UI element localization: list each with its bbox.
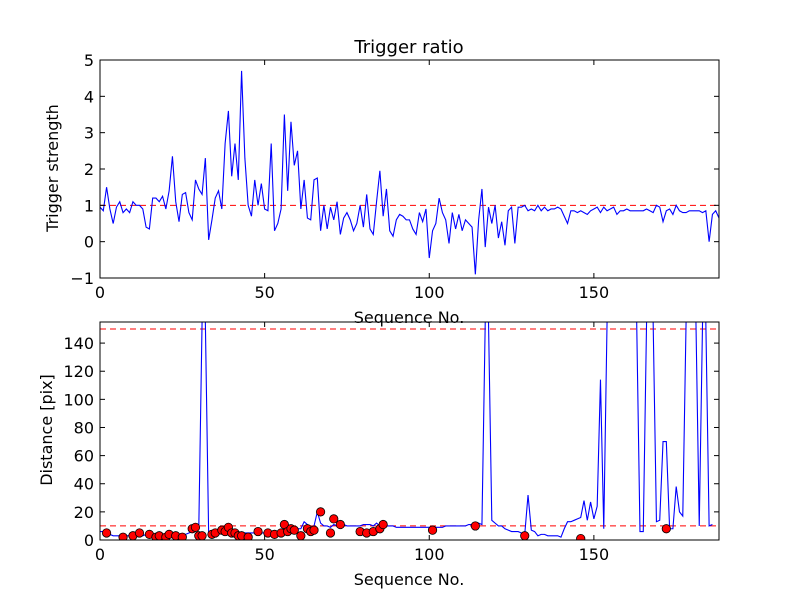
top-ytick-label: 4	[84, 87, 94, 106]
top-xtick-label: 50	[254, 283, 274, 302]
top-chart-title: Trigger ratio	[353, 37, 463, 58]
top-chart-xlabel: Sequence No.	[354, 308, 465, 327]
top-xtick-label: 100	[414, 283, 445, 302]
top-ytick-label: −1	[70, 269, 94, 288]
bottom-marker-40	[335, 519, 345, 530]
top-xtick-label: 150	[579, 283, 610, 302]
bottom-chart-ylabel: Distance [pix]	[37, 374, 56, 486]
bottom-xtick-label: 100	[414, 545, 445, 564]
bottom-ytick-label: 0	[84, 531, 94, 550]
bottom-marker-49	[576, 533, 586, 540]
top-ytick-label: 1	[84, 196, 94, 215]
bottom-marker-33	[296, 531, 306, 540]
top-ytick-label: 2	[84, 160, 94, 179]
bottom-ytick-label: 40	[74, 475, 94, 494]
top-chart-frame	[99, 59, 720, 279]
bottom-xtick-label: 50	[254, 545, 274, 564]
bottom-ytick-label: 20	[74, 503, 94, 522]
bottom-chart-frame	[99, 321, 720, 541]
bottom-marker-12	[190, 522, 201, 532]
top-ytick-label: 0	[84, 233, 94, 252]
bottom-marker-10	[177, 532, 187, 540]
bottom-marker-3	[134, 528, 145, 538]
top-ytick-label: 5	[84, 51, 94, 70]
bottom-marker-47	[470, 521, 480, 531]
bottom-ytick-label: 60	[74, 447, 94, 466]
bottom-marker-1	[118, 532, 128, 540]
bottom-marker-50	[661, 524, 671, 534]
bottom-chart-ticks: 0 50 100 150 0 20 40 60 80 100 120 140	[63, 322, 719, 564]
bottom-chart-xlabel: Sequence No.	[354, 570, 465, 589]
top-xtick-label: 0	[95, 283, 105, 302]
bottom-marker-38	[325, 528, 336, 538]
bottom-marker-0	[101, 528, 112, 538]
bottom-marker-32	[289, 525, 299, 535]
bottom-marker-39	[329, 514, 339, 524]
bottom-marker-37	[316, 507, 326, 517]
top-chart-ylabel: Trigger strength	[43, 104, 62, 233]
bottom-marker-45	[378, 519, 388, 530]
bottom-series-line-0	[100, 322, 713, 538]
bottom-marker-24	[243, 532, 253, 540]
bottom-chart-plot	[100, 322, 719, 540]
bottom-marker-46	[427, 525, 438, 535]
bottom-ytick-label: 140	[63, 334, 94, 353]
bottom-chart: 0 50 100 150 0 20 40 60 80 100 120 140 Sequence No.…	[37, 321, 720, 589]
bottom-ytick-label: 80	[74, 418, 94, 437]
bottom-xtick-label: 150	[579, 545, 610, 564]
bottom-xtick-label: 0	[95, 545, 105, 564]
bottom-marker-36	[309, 525, 319, 535]
top-chart-plot	[100, 70, 719, 275]
top-series-line-0	[100, 70, 719, 275]
bottom-marker-25	[253, 526, 263, 537]
top-ytick-label: 3	[84, 124, 94, 143]
bottom-ytick-label: 120	[63, 362, 94, 381]
bottom-ytick-label: 100	[63, 390, 94, 409]
bottom-marker-48	[520, 531, 530, 540]
bottom-marker-14	[197, 531, 207, 540]
